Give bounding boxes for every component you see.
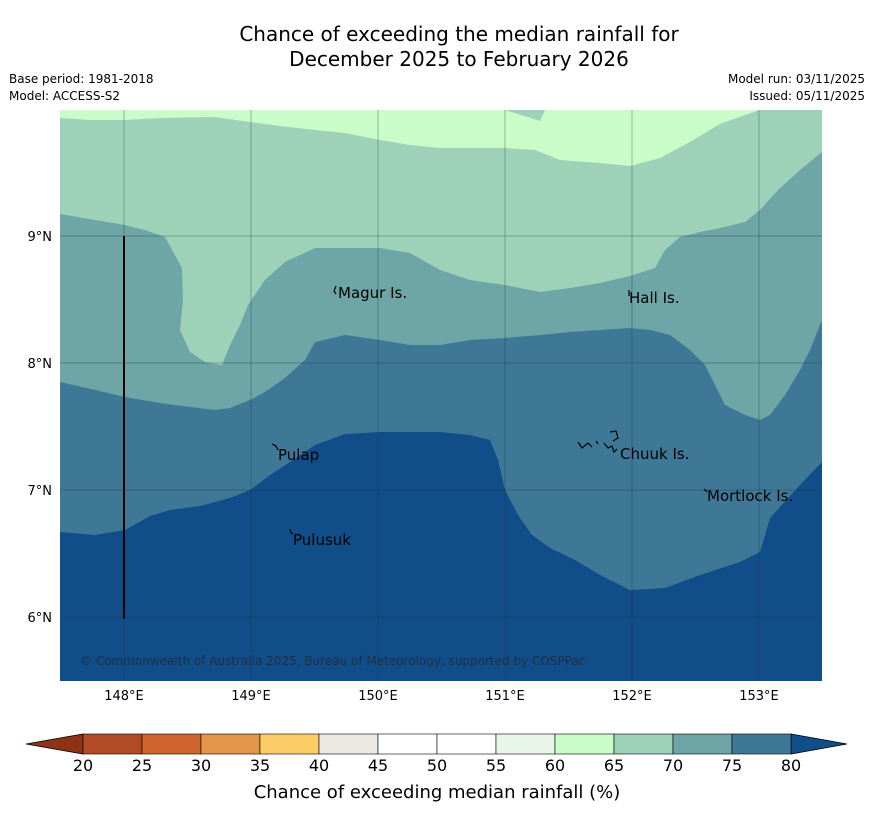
zone-65-70-notch <box>505 110 545 121</box>
place-chuuk: Chuuk Is. <box>620 445 689 463</box>
chuuk-island-shape <box>577 430 619 454</box>
colorbar-label: Chance of exceeding median rainfall (%) <box>254 782 621 803</box>
colorbar-tick-20: 20 <box>73 756 93 775</box>
colorbar-segment-45-50 <box>377 733 438 755</box>
colorbar-tick-25: 25 <box>132 756 152 775</box>
pulusuk-island-shape <box>289 528 294 535</box>
lon-tick-150e: 150°E <box>358 689 398 704</box>
mortlock-island-shape <box>703 488 708 493</box>
lon-tick-153e: 153°E <box>739 689 779 704</box>
magur-island-shape <box>333 285 337 295</box>
colorbar-tick-50: 50 <box>427 756 447 775</box>
place-pulusuk: Pulusuk <box>293 531 351 549</box>
colorbar-ticks: 20 25 30 35 40 45 50 55 60 65 70 75 80 <box>73 756 801 775</box>
colorbar-tick-80: 80 <box>781 756 801 775</box>
colorbar-tick-65: 65 <box>604 756 624 775</box>
colorbar-segment-55-60 <box>495 733 556 755</box>
zone-70-75 <box>60 110 822 365</box>
colorbar-segment-20-25 <box>82 733 143 755</box>
island-markers <box>271 285 708 535</box>
place-hall: Hall Is. <box>629 289 680 307</box>
colorbar-segment-30-35 <box>200 733 261 755</box>
lat-tick-8n: 8°N <box>28 357 53 372</box>
lon-tick-151e: 151°E <box>485 689 525 704</box>
place-magur: Magur Is. <box>338 284 407 302</box>
colorbar-tick-55: 55 <box>486 756 506 775</box>
title-line-1: Chance of exceeding the median rainfall … <box>239 22 679 46</box>
map-panel: Magur Is. Hall Is. Pulap Chuuk Is. Mortl… <box>60 110 822 681</box>
colorbar-tick-40: 40 <box>309 756 329 775</box>
colorbar-segment-25-30 <box>141 733 202 755</box>
model-name: Model: ACCESS-S2 <box>9 89 121 103</box>
lon-tick-148e: 148°E <box>104 689 144 704</box>
colorbar-segment-65-70 <box>613 733 674 755</box>
meta-right: Model run: 03/11/2025 Issued: 05/11/2025 <box>728 71 865 105</box>
colorbar-tick-75: 75 <box>722 756 742 775</box>
lat-tick-9n: 9°N <box>28 230 53 245</box>
pulap-island-shape <box>271 443 279 451</box>
colorbar-segment-75-80 <box>731 733 792 755</box>
colorbar-segment-40-45 <box>318 733 379 755</box>
colorbar-tick-45: 45 <box>368 756 388 775</box>
place-mortlock: Mortlock Is. <box>707 487 793 505</box>
model-run: Model run: 03/11/2025 <box>727 72 865 86</box>
copyright-notice: © Commonwealth of Australia 2025, Bureau… <box>80 654 585 668</box>
colorbar-tick-60: 60 <box>545 756 565 775</box>
colorbar-segment-50-55 <box>436 733 497 755</box>
title-line-2: December 2025 to February 2026 <box>289 47 629 71</box>
colorbar-segment-60-65 <box>554 733 615 755</box>
colorbar-tick-35: 35 <box>250 756 270 775</box>
meta-left: Base period: 1981-2018 Model: ACCESS-S2 <box>9 71 154 105</box>
colorbar-extend-low <box>25 733 84 755</box>
base-period: Base period: 1981-2018 <box>9 72 154 86</box>
place-pulap: Pulap <box>278 446 319 464</box>
colorbar: 20 25 30 35 40 45 50 55 60 65 70 75 80 Chance of exc… <box>25 733 848 803</box>
lon-tick-149e: 149°E <box>231 689 271 704</box>
lat-tick-7n: 7°N <box>28 484 53 499</box>
colorbar-segment-35-40 <box>259 733 320 755</box>
colorbar-tick-30: 30 <box>191 756 211 775</box>
lat-tick-6n: 6°N <box>28 611 53 626</box>
colorbar-segments <box>82 733 792 755</box>
chart-title: Chance of exceeding the median rainfall … <box>0 22 873 72</box>
issued-date: Issued: 05/11/2025 <box>749 89 865 103</box>
colorbar-tick-70: 70 <box>663 756 683 775</box>
lon-tick-152e: 152°E <box>612 689 652 704</box>
zone-65-70 <box>60 110 760 166</box>
colorbar-extend-high <box>790 733 848 755</box>
colorbar-segment-70-75 <box>672 733 733 755</box>
